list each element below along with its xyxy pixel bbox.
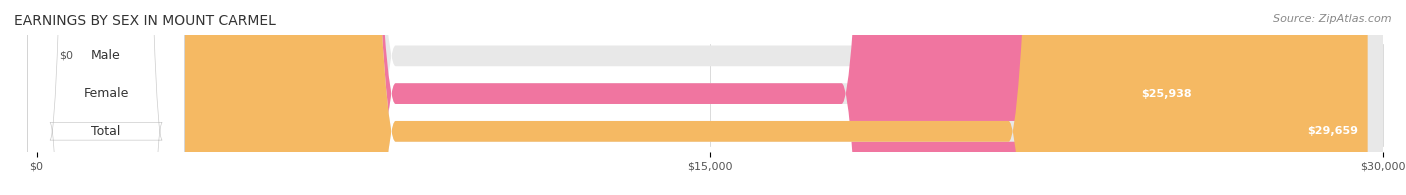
Text: Total: Total bbox=[91, 125, 121, 138]
FancyBboxPatch shape bbox=[37, 0, 1368, 195]
FancyBboxPatch shape bbox=[37, 0, 1384, 195]
FancyBboxPatch shape bbox=[28, 0, 184, 195]
FancyBboxPatch shape bbox=[37, 0, 1384, 195]
Text: Source: ZipAtlas.com: Source: ZipAtlas.com bbox=[1274, 14, 1392, 24]
Text: Male: Male bbox=[91, 49, 121, 62]
FancyBboxPatch shape bbox=[37, 0, 1201, 195]
FancyBboxPatch shape bbox=[28, 0, 184, 195]
Text: $0: $0 bbox=[59, 51, 73, 61]
Text: EARNINGS BY SEX IN MOUNT CARMEL: EARNINGS BY SEX IN MOUNT CARMEL bbox=[14, 14, 276, 28]
FancyBboxPatch shape bbox=[37, 0, 1384, 195]
Text: $25,938: $25,938 bbox=[1142, 89, 1192, 99]
Text: $29,659: $29,659 bbox=[1308, 126, 1358, 136]
FancyBboxPatch shape bbox=[28, 0, 184, 195]
Text: Female: Female bbox=[83, 87, 129, 100]
